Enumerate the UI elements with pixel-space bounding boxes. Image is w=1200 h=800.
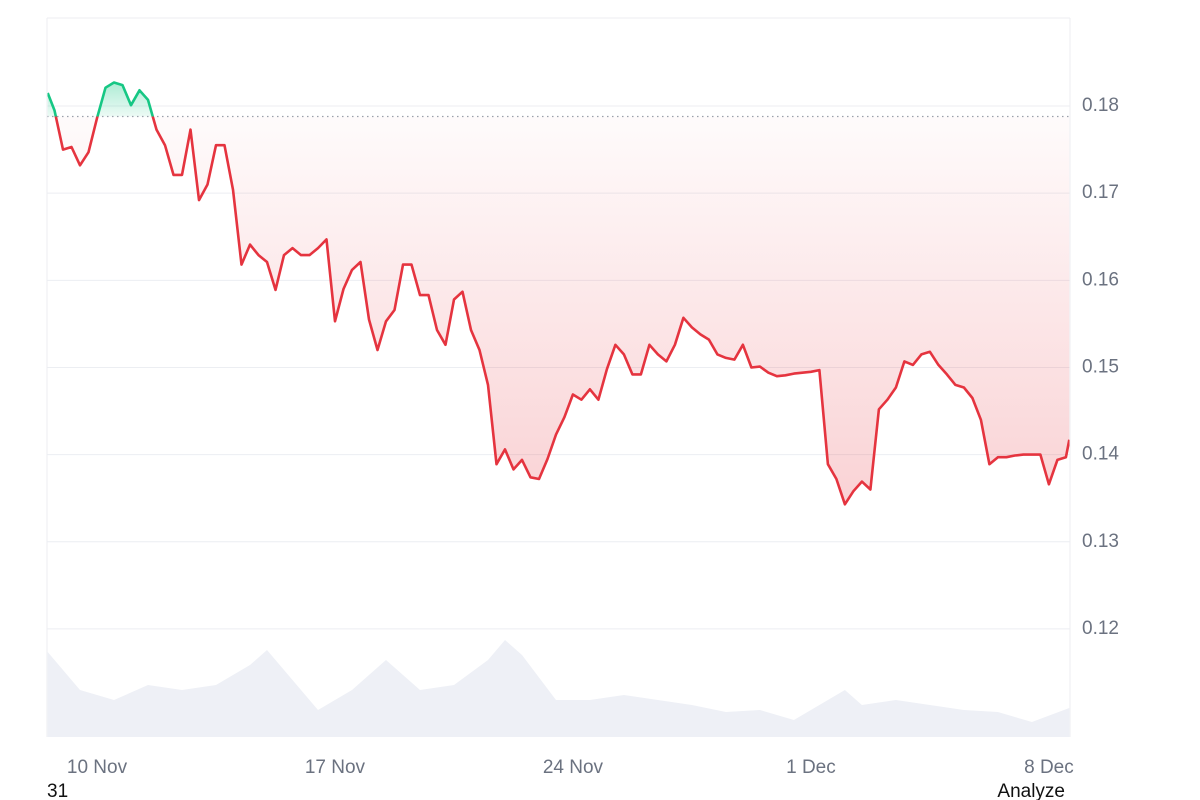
y-tick-label: 0.15 <box>1082 356 1119 377</box>
analyze-link[interactable]: Analyze <box>997 781 1065 800</box>
footer-left-text: 31 <box>47 781 68 800</box>
x-tick-label: 8 Dec <box>1024 757 1074 778</box>
y-tick-label: 0.12 <box>1082 618 1119 639</box>
y-tick-label: 0.13 <box>1082 531 1119 552</box>
x-tick-label: 24 Nov <box>543 757 604 778</box>
y-tick-label: 0.18 <box>1082 95 1119 116</box>
x-tick-label: 10 Nov <box>67 757 128 778</box>
plot-frame <box>46 17 1071 737</box>
y-tick-label: 0.14 <box>1082 444 1119 465</box>
y-tick-label: 0.17 <box>1082 182 1119 203</box>
volume-area <box>47 640 1070 737</box>
x-tick-label: 17 Nov <box>305 757 366 778</box>
price-line <box>54 116 1070 506</box>
x-tick-label: 1 Dec <box>786 757 836 778</box>
y-tick-label: 0.16 <box>1082 269 1119 290</box>
area-below-baseline <box>47 116 1070 505</box>
area-above-baseline <box>47 82 153 117</box>
